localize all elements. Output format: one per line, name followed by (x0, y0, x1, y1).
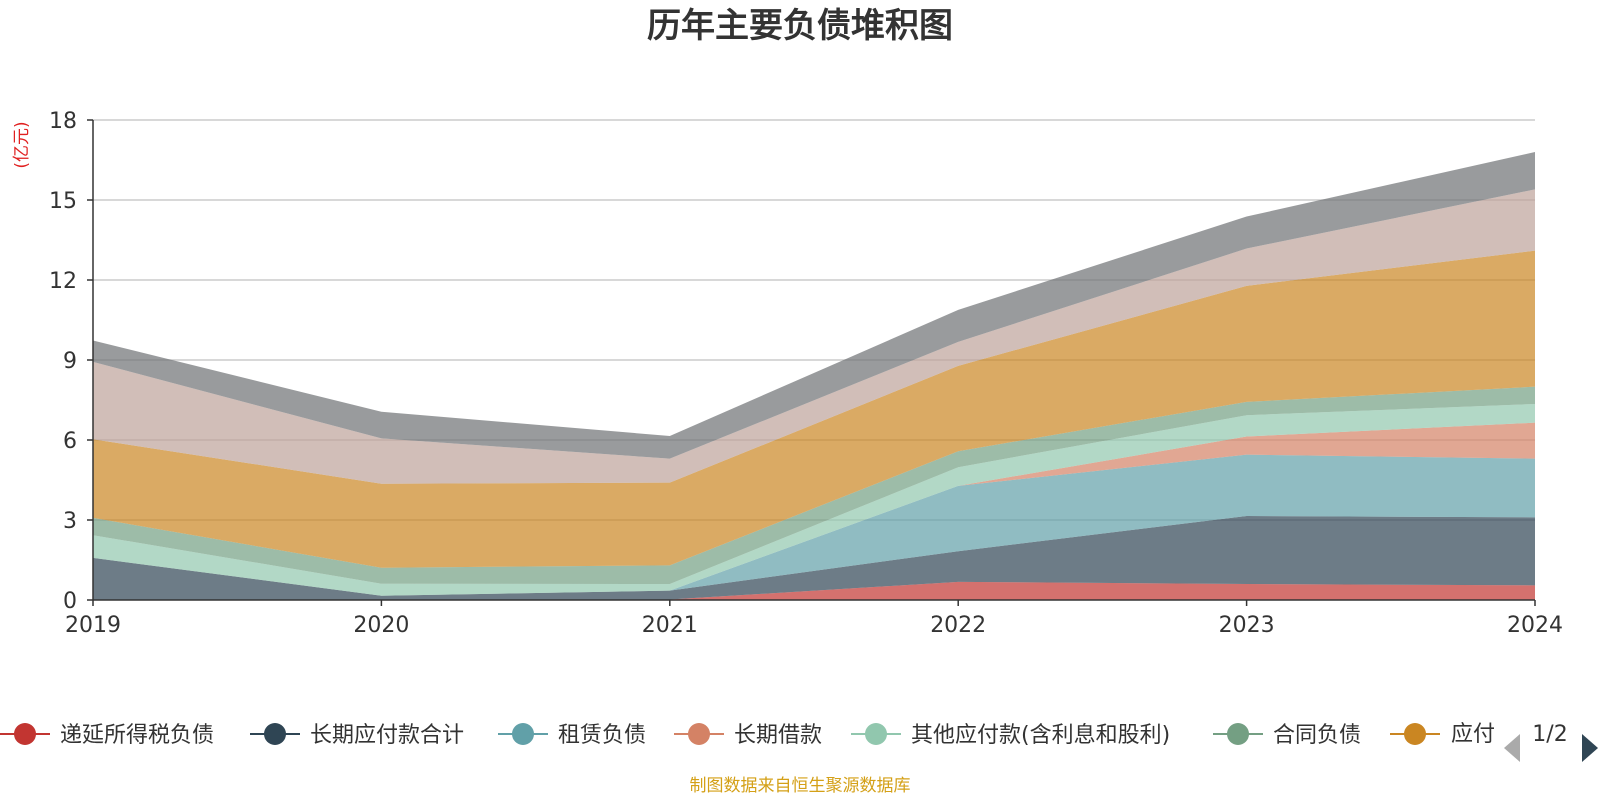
x-tick-label: 2024 (1507, 613, 1563, 638)
legend-truncated: 应付 (1390, 722, 1495, 747)
chart-title: 历年主要负债堆积图 (647, 6, 953, 46)
legend-marker (1227, 723, 1249, 745)
area-series-9 (93, 152, 1535, 459)
x-tick-label: 2023 (1219, 613, 1275, 638)
y-axis-unit-label: (亿元) (12, 121, 32, 168)
legend-label: 长期借款 (734, 723, 822, 748)
legend-marker (1404, 723, 1426, 745)
legend-label: 合同负债 (1273, 723, 1361, 748)
area-series-1 (93, 581, 1535, 600)
y-tick-label: 18 (49, 109, 77, 134)
legend-marker (512, 723, 534, 745)
y-tick-label: 0 (63, 589, 77, 614)
area-series-6 (93, 386, 1535, 584)
area-series-2 (93, 516, 1535, 600)
x-tick-label: 2021 (642, 613, 698, 638)
legend-item[interactable]: 其他应付款(含利息和股利) (851, 723, 1170, 748)
y-tick-label: 3 (63, 509, 77, 534)
legend-item[interactable]: 递延所得税负债 (0, 723, 214, 748)
legend-next-icon[interactable] (1582, 734, 1598, 762)
x-tick-label: 2019 (65, 613, 121, 638)
legend: 递延所得税负债 长期应付款合计 租赁负债 长期借款 其他应付款(含利息和股利) 合同负债 (0, 723, 1361, 748)
area-series-5 (93, 404, 1535, 596)
legend-label: 递延所得税负债 (60, 723, 214, 748)
legend-page-indicator: 1/2 (1532, 722, 1567, 747)
y-tick-label: 15 (49, 189, 77, 214)
area-series-group (93, 152, 1535, 600)
y-tick-label: 12 (49, 269, 77, 294)
x-axis-ticks: 2019 2020 2021 2022 2023 2024 (65, 600, 1563, 638)
legend-item[interactable]: 长期应付款合计 (250, 723, 464, 748)
legend-marker (264, 723, 286, 745)
y-axis-ticks: 0 3 6 9 12 15 18 (49, 109, 93, 614)
x-tick-label: 2022 (930, 613, 986, 638)
legend-prev-icon[interactable] (1504, 734, 1520, 762)
legend-item[interactable]: 租赁负债 (498, 723, 646, 748)
legend-item[interactable]: 长期借款 (674, 723, 822, 748)
x-tick-label: 2020 (353, 613, 409, 638)
legend-item[interactable]: 合同负债 (1213, 723, 1361, 748)
area-series-7 (93, 250, 1535, 568)
area-series-4 (93, 422, 1535, 596)
area-series-8 (93, 189, 1535, 484)
legend-label: 长期应付款合计 (310, 723, 464, 748)
y-tick-label: 6 (63, 429, 77, 454)
legend-marker (14, 723, 36, 745)
y-tick-label: 9 (63, 349, 77, 374)
legend-label: 其他应付款(含利息和股利) (911, 723, 1170, 748)
legend-label: 租赁负债 (558, 723, 646, 748)
legend-label-truncated: 应付 (1451, 722, 1495, 747)
legend-marker (688, 723, 710, 745)
legend-marker (865, 723, 887, 745)
source-note: 制图数据来自恒生聚源数据库 (690, 776, 911, 796)
legend-pager: 1/2 (1504, 722, 1598, 762)
area-series-3 (93, 454, 1535, 596)
